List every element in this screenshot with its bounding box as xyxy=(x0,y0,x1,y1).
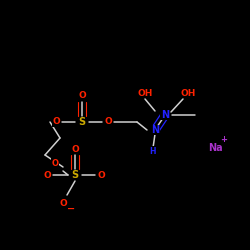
Text: OH: OH xyxy=(137,88,153,98)
Text: O: O xyxy=(52,118,60,126)
Text: N: N xyxy=(161,110,169,120)
Text: O: O xyxy=(59,198,67,207)
Text: O: O xyxy=(52,158,59,168)
Text: O: O xyxy=(71,144,79,154)
Text: −: − xyxy=(67,204,75,214)
Text: +: + xyxy=(220,136,228,144)
Text: N: N xyxy=(151,125,159,135)
Text: Na: Na xyxy=(208,143,222,153)
Text: O: O xyxy=(78,92,86,100)
Text: O: O xyxy=(97,170,105,179)
Text: O: O xyxy=(104,118,112,126)
Text: S: S xyxy=(72,170,78,180)
Text: S: S xyxy=(78,117,86,127)
Text: H: H xyxy=(150,146,156,156)
Text: O: O xyxy=(43,170,51,179)
Text: OH: OH xyxy=(180,88,196,98)
